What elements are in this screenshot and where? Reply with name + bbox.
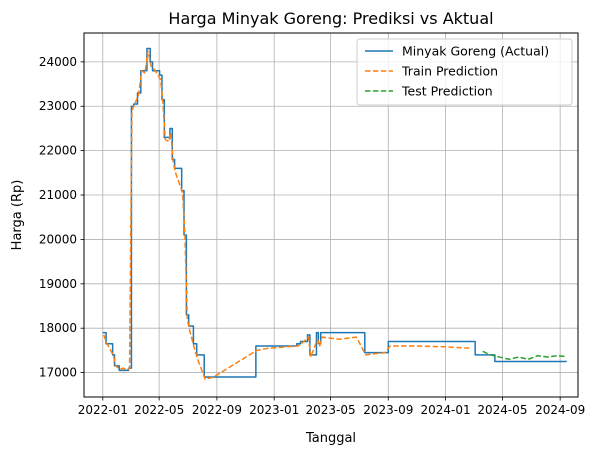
- legend-label: Test Prediction: [401, 84, 493, 99]
- y-tick-label: 19000: [39, 277, 77, 291]
- series-line-train-prediction: [103, 50, 470, 380]
- y-tick-label: 22000: [39, 144, 77, 158]
- x-tick-label: 2022-09: [192, 403, 242, 417]
- legend-label: Minyak Goreng (Actual): [402, 44, 549, 59]
- x-axis-title: Tanggal: [305, 431, 356, 446]
- x-tick-label: 2022-01: [78, 403, 128, 417]
- legend: Minyak Goreng (Actual) Train Prediction Te…: [356, 38, 573, 106]
- y-tick-label: 24000: [39, 55, 77, 69]
- y-axis-title: Harga (Rp): [10, 180, 25, 251]
- x-tick-label: 2024-09: [535, 403, 585, 417]
- y-tick-label: 23000: [39, 99, 77, 113]
- chart-title: Harga Minyak Goreng: Prediksi vs Aktual: [168, 9, 493, 28]
- tick-layer: 2022-01 2022-05 2022-09 2023-01 2023-05 2023-…: [39, 55, 585, 417]
- x-tick-label: 2022-05: [134, 403, 184, 417]
- legend-label: Train Prediction: [401, 64, 498, 79]
- x-tick-label: 2024-01: [421, 403, 471, 417]
- series-line-test-prediction: [482, 350, 567, 361]
- legend-box: [356, 38, 573, 106]
- y-tick-label: 18000: [39, 321, 77, 335]
- y-tick-label: 17000: [39, 366, 77, 380]
- y-tick-label: 21000: [39, 188, 77, 202]
- x-tick-label: 2023-05: [305, 403, 355, 417]
- y-tick-label: 20000: [39, 232, 77, 246]
- x-tick-label: 2023-09: [363, 403, 413, 417]
- plot-frame: [83, 32, 579, 398]
- series-layer: [102, 47, 567, 380]
- x-tick-label: 2024-05: [477, 403, 527, 417]
- x-tick-label: 2023-01: [249, 403, 299, 417]
